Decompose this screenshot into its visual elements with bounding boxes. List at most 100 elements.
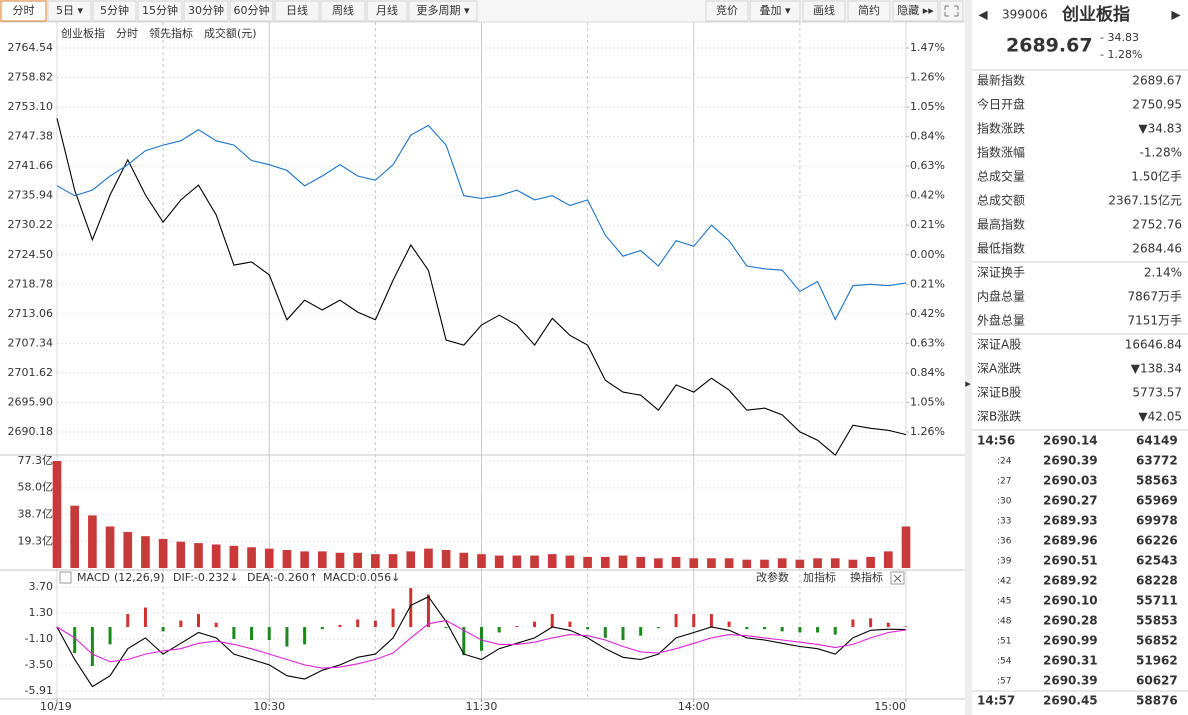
macd-bar [586, 627, 590, 630]
trade-volume: 69978 [1136, 514, 1178, 528]
y-tick-label: 2741.66 [8, 159, 54, 172]
macd-bar [409, 588, 413, 628]
tab-label[interactable]: 5日 ▾ [56, 4, 83, 17]
tab[interactable] [183, 0, 229, 22]
indicator-button[interactable]: 加指标 [803, 570, 836, 584]
tab-label[interactable]: 5分钟 [100, 3, 129, 17]
y-tick-label: -1.10 [25, 632, 53, 645]
tool-label[interactable]: 隐藏 ▸▸ [897, 4, 934, 17]
macd-bar [320, 627, 324, 630]
trade-volume: 58876 [1136, 694, 1178, 708]
change-pct: - 1.28% [1100, 48, 1142, 61]
quote-value: 5773.57 [1132, 386, 1182, 400]
macd-bar [727, 621, 731, 628]
volume-bar [300, 551, 309, 568]
tool-label[interactable]: 画线 [813, 3, 835, 17]
trade-volume: 51962 [1136, 654, 1178, 668]
fullscreen-button[interactable] [939, 0, 964, 22]
close-icon [893, 574, 902, 583]
trade-price: 2690.27 [1043, 494, 1098, 508]
tab-label[interactable]: 15分钟 [142, 3, 178, 17]
indicator-icon[interactable] [59, 571, 72, 584]
macd-bar [550, 614, 554, 628]
tab[interactable] [320, 0, 366, 22]
macd-bar [816, 627, 820, 633]
volume-bar [88, 515, 97, 568]
indicator-button[interactable]: 换指标 [850, 570, 883, 584]
tab[interactable] [229, 0, 274, 22]
tool-button[interactable] [892, 0, 939, 22]
tool-button[interactable] [705, 0, 749, 22]
tab-label[interactable]: 60分钟 [234, 3, 270, 17]
tab-label[interactable]: 月线 [376, 3, 398, 17]
next-arrow[interactable]: ▶ [1171, 8, 1181, 22]
macd-bar [179, 620, 183, 628]
macd-bar [869, 618, 873, 628]
x-tick-label: 11:30 [466, 700, 498, 713]
tool-label[interactable]: 叠加 ▾ [759, 4, 790, 17]
y-tick-label: 2735.94 [8, 189, 54, 202]
tab[interactable] [408, 0, 478, 22]
y2-tick-label: 1.05% [910, 395, 945, 408]
y-tick-label: 38.7亿 [18, 507, 54, 520]
volume-bar [247, 547, 256, 568]
volume-bar [777, 558, 787, 568]
tool-button[interactable] [802, 0, 846, 22]
x-tick-label: 15:00 [874, 700, 906, 713]
tab[interactable] [92, 0, 137, 22]
quote-panel: ◀ 399006 创业板指 ▶ 2689.67 - 34.83 - 1.28% 最新指数 268… [972, 0, 1188, 715]
tab-label[interactable]: 周线 [332, 3, 354, 17]
trade-volume: 55853 [1136, 614, 1178, 628]
price-line [56, 118, 907, 456]
legend-series: 领先指标 [149, 26, 193, 40]
splitter[interactable] [965, 0, 972, 715]
y-tick-label: 2730.22 [8, 218, 54, 231]
tab[interactable] [137, 0, 183, 22]
tool-button[interactable] [847, 0, 891, 22]
macd-bar [214, 622, 218, 628]
legend-series: 创业板指 [61, 26, 105, 40]
trade-price: 2690.39 [1043, 674, 1098, 688]
macd-bar [373, 620, 377, 628]
tab-label[interactable]: 30分钟 [188, 3, 224, 17]
trade-price: 2689.92 [1043, 574, 1098, 588]
y-tick-label: 58.0亿 [18, 481, 54, 494]
y2-tick-label: 0.42% [910, 307, 945, 320]
tool-button[interactable] [749, 0, 801, 22]
macd-bar [515, 625, 519, 628]
y2-tick-label: 1.05% [910, 100, 945, 113]
tab-label[interactable]: 更多周期 ▾ [416, 3, 469, 17]
volume-bar [760, 559, 769, 568]
tab[interactable] [366, 0, 408, 22]
macd-bar [250, 627, 254, 641]
volume-bar [264, 548, 274, 568]
panel-bg [972, 0, 1188, 715]
volume-bar [141, 536, 150, 568]
tab[interactable] [47, 0, 92, 22]
macd-bar [568, 621, 572, 628]
tab-label[interactable]: 日线 [286, 3, 308, 17]
trade-time: :24 [997, 457, 1012, 467]
quote-value: ▼42.05 [1138, 410, 1182, 424]
y2-tick-label: 0.00% [910, 248, 945, 261]
quote-label: 深证B股 [977, 386, 1021, 400]
macd-bar [904, 626, 908, 628]
tab[interactable] [0, 0, 47, 22]
y-tick-label: 2701.62 [8, 366, 54, 379]
tool-label[interactable]: 简约 [858, 3, 880, 17]
quote-value: 2750.95 [1132, 98, 1182, 112]
macd-bar [197, 614, 200, 628]
tab[interactable] [274, 0, 320, 22]
volume-bar [123, 532, 133, 568]
quote-label: 总成交量 [977, 169, 1025, 184]
macd-bar [356, 619, 360, 628]
prev-arrow[interactable]: ◀ [978, 8, 988, 22]
quote-label: 深B涨跌 [977, 409, 1021, 424]
indicator-button[interactable]: 改参数 [756, 570, 789, 584]
legend-extra: 成交额(元) [204, 26, 257, 40]
collapse-arrow[interactable]: ▸ [965, 377, 971, 390]
y-tick-label: 1.30 [29, 606, 54, 619]
tab-label[interactable]: 分时 [13, 4, 35, 17]
macd-bar [674, 614, 678, 628]
tool-label[interactable]: 竞价 [716, 3, 738, 17]
